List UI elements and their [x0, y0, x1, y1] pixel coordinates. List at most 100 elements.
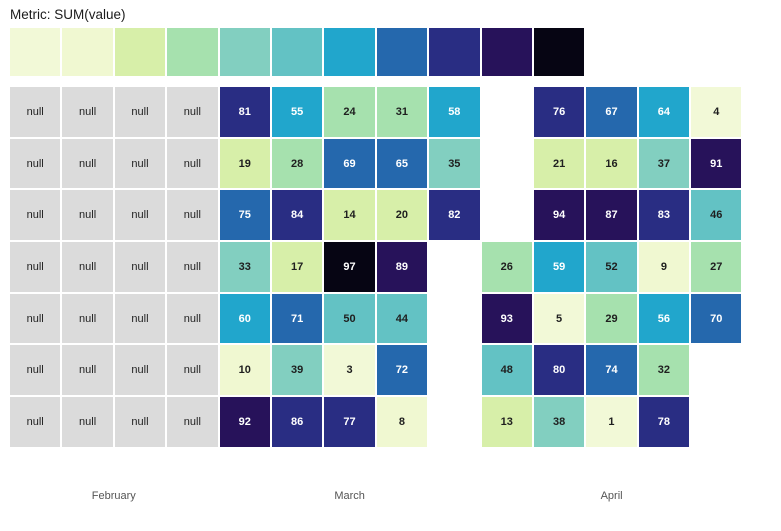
color-legend — [10, 28, 585, 76]
heatmap-cell[interactable]: 3 — [324, 345, 375, 396]
heatmap-cell-null[interactable]: null — [114, 190, 166, 241]
heatmap-cell[interactable]: 14 — [324, 190, 375, 241]
heatmap-cell[interactable]: 60 — [219, 293, 270, 344]
heatmap-cell[interactable]: 76 — [533, 87, 585, 137]
heatmap-cell-null[interactable]: null — [114, 87, 166, 137]
heatmap-cell-null[interactable]: null — [114, 138, 166, 189]
heatmap-cell-blank — [482, 190, 532, 240]
heatmap-cell[interactable]: 82 — [429, 190, 480, 241]
heatmap-cell-null[interactable]: null — [62, 138, 113, 189]
heatmap-cell-null[interactable]: null — [10, 190, 61, 241]
heatmap-cell[interactable]: 93 — [481, 293, 532, 344]
legend-swatch — [167, 28, 218, 76]
heatmap-cell-null[interactable]: null — [10, 293, 61, 344]
heatmap-cell[interactable]: 74 — [586, 345, 637, 396]
heatmap-cell[interactable]: 65 — [376, 138, 428, 189]
heatmap-cell[interactable]: 13 — [481, 397, 532, 447]
heatmap-cell-null[interactable]: null — [10, 138, 61, 189]
heatmap-cell[interactable]: 10 — [219, 345, 270, 396]
heatmap-cell-null[interactable]: null — [167, 138, 218, 189]
heatmap-cell[interactable]: 39 — [271, 345, 323, 396]
heatmap-cell[interactable]: 56 — [638, 293, 690, 344]
heatmap-cell[interactable]: 31 — [376, 87, 428, 137]
heatmap-cell-null[interactable]: null — [114, 242, 166, 292]
heatmap-cell-null[interactable]: null — [114, 293, 166, 344]
heatmap-cell-null[interactable]: null — [167, 242, 218, 292]
heatmap-cell[interactable]: 64 — [638, 87, 690, 137]
legend-swatch — [114, 28, 166, 76]
heatmap-cell[interactable]: 89 — [376, 242, 428, 292]
heatmap-cell[interactable]: 20 — [376, 190, 428, 241]
heatmap-cell[interactable]: 32 — [638, 345, 690, 396]
heatmap-cell-null[interactable]: null — [62, 293, 113, 344]
heatmap-cell[interactable]: 71 — [271, 293, 323, 344]
heatmap-cell[interactable]: 44 — [376, 293, 428, 344]
legend-swatch — [376, 28, 428, 76]
heatmap-cell-null[interactable]: null — [62, 345, 113, 396]
legend-swatch — [219, 28, 270, 76]
heatmap-cell[interactable]: 67 — [586, 87, 637, 137]
legend-swatch — [271, 28, 323, 76]
heatmap-cell-null[interactable]: null — [167, 87, 218, 137]
heatmap-cell-blank — [482, 87, 532, 137]
heatmap-cell[interactable]: 33 — [219, 242, 270, 292]
heatmap-cell[interactable]: 70 — [691, 293, 742, 344]
heatmap-cell[interactable]: 87 — [586, 190, 637, 241]
heatmap-cell-null[interactable]: null — [62, 397, 113, 447]
heatmap-cell-null[interactable]: null — [62, 242, 113, 292]
heatmap-cell-null[interactable]: null — [62, 190, 113, 241]
heatmap-cell-null[interactable]: null — [167, 293, 218, 344]
heatmap-cell-null[interactable]: null — [167, 397, 218, 447]
heatmap-cell-null[interactable]: null — [10, 87, 61, 137]
heatmap-cell[interactable]: 4 — [691, 87, 742, 137]
heatmap-cell[interactable]: 17 — [271, 242, 323, 292]
heatmap-cell[interactable]: 77 — [324, 397, 375, 447]
heatmap-cell[interactable]: 92 — [219, 397, 270, 447]
heatmap-cell[interactable]: 38 — [533, 397, 585, 447]
heatmap-cell[interactable]: 16 — [586, 138, 637, 189]
heatmap-cell[interactable]: 52 — [586, 242, 637, 292]
heatmap-cell[interactable]: 58 — [429, 87, 480, 137]
heatmap-cell[interactable]: 55 — [271, 87, 323, 137]
heatmap-cell-null[interactable]: null — [10, 397, 61, 447]
heatmap-cell[interactable]: 46 — [691, 190, 742, 241]
heatmap-cell[interactable]: 72 — [376, 345, 428, 396]
heatmap-cell[interactable]: 29 — [586, 293, 637, 344]
heatmap-cell[interactable]: 84 — [271, 190, 323, 241]
heatmap-cell[interactable]: 91 — [691, 138, 742, 189]
heatmap-cell[interactable]: 50 — [324, 293, 375, 344]
heatmap-cell-null[interactable]: null — [10, 242, 61, 292]
heatmap-cell[interactable]: 21 — [533, 138, 585, 189]
heatmap-cell[interactable]: 27 — [691, 242, 742, 292]
heatmap-cell[interactable]: 35 — [429, 138, 480, 189]
heatmap-cell[interactable]: 75 — [219, 190, 270, 241]
heatmap-cell[interactable]: 5 — [533, 293, 585, 344]
heatmap-cell[interactable]: 78 — [638, 397, 690, 447]
heatmap-cell[interactable]: 81 — [219, 87, 270, 137]
heatmap-cell[interactable]: 97 — [324, 242, 375, 292]
heatmap-cell[interactable]: 24 — [324, 87, 375, 137]
heatmap-cell[interactable]: 86 — [271, 397, 323, 447]
heatmap-cell[interactable]: 69 — [324, 138, 375, 189]
heatmap-cell[interactable]: 83 — [638, 190, 690, 241]
heatmap-cell-null[interactable]: null — [114, 397, 166, 447]
heatmap-cell[interactable]: 19 — [219, 138, 270, 189]
heatmap-cell[interactable]: 28 — [271, 138, 323, 189]
legend-swatch — [62, 28, 113, 76]
month-label: March — [334, 490, 365, 502]
heatmap-cell[interactable]: 48 — [481, 345, 532, 396]
heatmap-cell-null[interactable]: null — [114, 345, 166, 396]
legend-swatch — [533, 28, 585, 76]
heatmap-cell[interactable]: 37 — [638, 138, 690, 189]
heatmap-cell-null[interactable]: null — [10, 345, 61, 396]
heatmap-cell-null[interactable]: null — [167, 345, 218, 396]
heatmap-cell[interactable]: 26 — [481, 242, 532, 292]
heatmap-cell[interactable]: 94 — [533, 190, 585, 241]
heatmap-cell[interactable]: 59 — [533, 242, 585, 292]
heatmap-cell[interactable]: 9 — [638, 242, 690, 292]
heatmap-cell[interactable]: 1 — [586, 397, 637, 447]
heatmap-cell-null[interactable]: null — [167, 190, 218, 241]
heatmap-cell[interactable]: 8 — [376, 397, 428, 447]
heatmap-cell-null[interactable]: null — [62, 87, 113, 137]
heatmap-cell[interactable]: 80 — [533, 345, 585, 396]
